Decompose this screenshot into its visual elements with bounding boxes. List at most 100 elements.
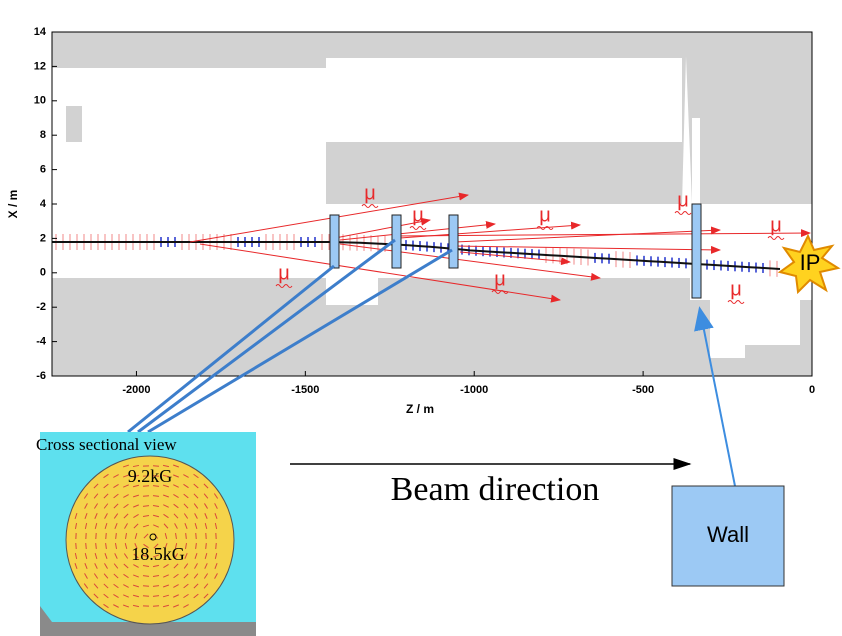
muon-wave xyxy=(361,204,379,208)
field-arrow xyxy=(84,573,88,579)
gap xyxy=(682,56,700,204)
field-arrow xyxy=(213,493,219,499)
field-arrow xyxy=(173,604,179,608)
muon-track xyxy=(334,217,431,239)
field-arrow xyxy=(104,513,108,519)
muon-label: μ xyxy=(539,204,551,226)
inset-floor xyxy=(40,606,256,636)
inset-title: Cross sectional view xyxy=(36,435,177,454)
field-arrow xyxy=(142,524,150,528)
field-arrow xyxy=(193,483,199,489)
muon-label: μ xyxy=(412,204,424,226)
field-arrow xyxy=(93,583,99,589)
field-arrow xyxy=(142,565,150,567)
field-arrow xyxy=(124,523,128,529)
field-arrow xyxy=(132,594,140,598)
field-arrow xyxy=(93,483,99,489)
field-arrow xyxy=(173,474,179,478)
field-arrow xyxy=(74,522,78,530)
field-arrow xyxy=(173,573,179,579)
magnet-section xyxy=(65,455,235,625)
field-arrow xyxy=(85,542,87,550)
field-arrow xyxy=(93,493,99,499)
field-arrow xyxy=(173,484,179,488)
field-arrow xyxy=(123,573,129,579)
field-arrow xyxy=(214,563,218,569)
field-arrow xyxy=(105,542,107,550)
field-arrow xyxy=(194,522,198,530)
field-arrow xyxy=(152,585,160,587)
field-arrow xyxy=(123,503,129,509)
field-arrow xyxy=(203,573,209,579)
x-axis-label: Z / m xyxy=(406,402,434,416)
muon-label: μ xyxy=(677,189,689,211)
field-arrow xyxy=(203,583,209,589)
field-arrow xyxy=(183,513,189,519)
magnet xyxy=(448,214,459,269)
field-arrow xyxy=(194,563,198,569)
field-arrow xyxy=(103,503,109,509)
muon-wave xyxy=(727,300,745,304)
muon-wave xyxy=(409,226,427,230)
field-arrow xyxy=(113,563,119,569)
ip-star xyxy=(777,233,841,295)
field-arrow xyxy=(133,514,139,518)
field-arrow xyxy=(84,522,88,530)
wall-box xyxy=(671,485,785,587)
wall-connector xyxy=(694,306,736,487)
y-tick-label: -2 xyxy=(36,301,46,313)
field-arrow xyxy=(195,532,197,540)
field-arrow xyxy=(152,485,160,487)
field-arrow xyxy=(94,513,98,519)
wall-magnet xyxy=(691,203,702,299)
field-arrow xyxy=(83,583,89,589)
field-outer: 9.2kG xyxy=(128,466,173,486)
field-arrow xyxy=(134,543,138,549)
field-arrow xyxy=(132,484,140,488)
field-arrow xyxy=(103,583,109,589)
beamline: μ μ μ μ μ μ μ μ xyxy=(52,182,811,304)
field-arrow xyxy=(103,573,109,579)
field-arrow xyxy=(123,584,129,588)
open-region xyxy=(52,58,682,170)
field-arrow xyxy=(93,593,99,599)
field-arrow xyxy=(125,532,127,540)
field-arrow xyxy=(162,604,170,608)
muon-wave xyxy=(536,226,554,230)
field-arrow xyxy=(173,464,179,468)
field-arrow xyxy=(133,574,139,578)
field-arrow xyxy=(163,494,169,498)
connector xyxy=(147,248,453,434)
field-arrow xyxy=(163,523,169,529)
field-arrow xyxy=(185,532,187,540)
field-arrow xyxy=(104,522,108,530)
field-arrow xyxy=(113,483,119,489)
connector xyxy=(137,238,396,434)
axes: -2000 -1500 -1000 -500 0 -6 -4 -2 0 2 4 6 8 10 12 14 xyxy=(34,26,815,396)
field-arrow xyxy=(113,493,119,499)
field-arrow xyxy=(133,564,139,568)
field-arrow xyxy=(114,542,118,550)
field-arrow xyxy=(204,503,208,509)
field-arrow xyxy=(84,503,88,509)
field-arrow xyxy=(214,513,218,519)
field-arrow xyxy=(152,504,160,508)
muon-track xyxy=(189,192,469,243)
y-tick-label: -6 xyxy=(36,370,46,382)
field-arrow xyxy=(132,604,140,608)
field-arrow xyxy=(152,514,160,518)
x-tick-label: 0 xyxy=(809,384,815,396)
field-arrow xyxy=(113,583,119,589)
field-arrow xyxy=(103,473,109,479)
y-tick-label: 12 xyxy=(34,60,46,72)
field-arrow xyxy=(163,513,169,519)
field-arrow xyxy=(95,542,97,550)
field-arrow xyxy=(195,542,197,550)
field-arrow xyxy=(163,564,169,568)
field-arrow xyxy=(184,523,188,529)
ip-marker: IP xyxy=(777,233,841,295)
y-axis-label: X / m xyxy=(6,190,20,219)
muon-wave xyxy=(491,290,509,294)
field-arrow xyxy=(162,464,170,468)
